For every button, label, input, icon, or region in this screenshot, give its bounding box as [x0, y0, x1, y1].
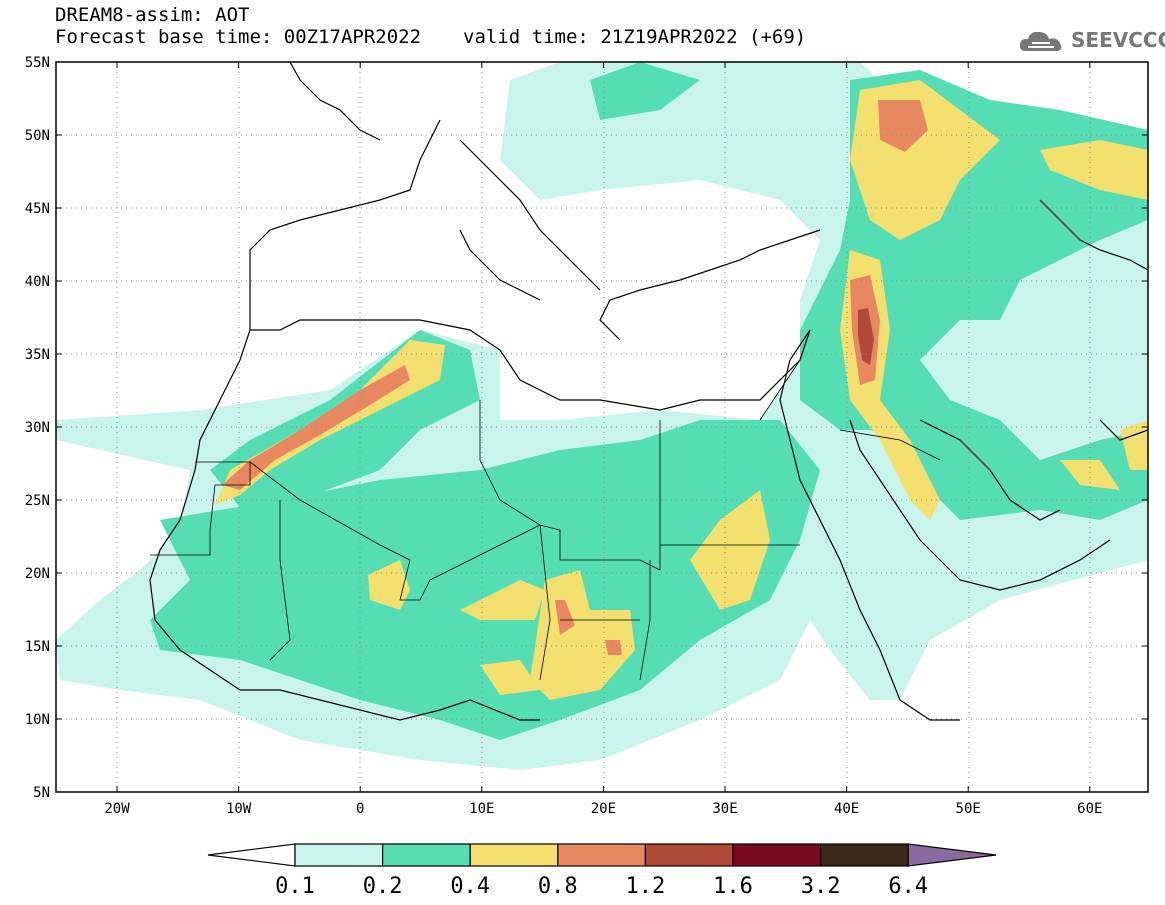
lon-label: 0 [356, 801, 364, 817]
lon-label: 20W [104, 801, 130, 817]
lat-label: 50N [25, 128, 50, 144]
seevccc-logo: SEEVCCC [1018, 27, 1165, 55]
colorbar-label: 1.2 [626, 874, 666, 899]
lon-label: 40E [834, 801, 859, 817]
lat-label: 20N [25, 566, 50, 582]
colorbar-label: 1.6 [713, 874, 753, 899]
logo-text: SEEVCCC [1071, 28, 1165, 52]
colorbar-bin [819, 843, 909, 867]
lat-label: 35N [25, 347, 50, 363]
colorbar-label: 0.1 [275, 874, 315, 899]
colorbar-lower-arrow [207, 843, 296, 867]
latitude-axis: 55N 50N 45N 40N 35N 30N 25N 20N 15N 10N 5N [25, 55, 1148, 801]
valid-time: valid time: 21Z19APR2022 (+69) [463, 26, 807, 48]
lon-label: 30E [712, 801, 737, 817]
longitude-axis: 20W 10W 0 10E 20E 30E 40E 50E 60E [104, 62, 1102, 817]
lat-label: 25N [25, 493, 50, 509]
forecast-times: Forecast base time: 00Z17APR2022 valid ti… [55, 26, 806, 48]
lat-label: 45N [25, 201, 50, 217]
colorbar-label: 0.4 [450, 874, 490, 899]
lon-label: 20E [591, 801, 616, 817]
cloud-icon [1019, 31, 1062, 51]
lat-label: 40N [25, 274, 50, 290]
map-title: DREAM8-assim: AOT [55, 4, 250, 26]
grid-lines [56, 62, 1148, 792]
base-time: Forecast base time: 00Z17APR2022 [55, 26, 422, 48]
colorbar-bin [382, 843, 471, 867]
lon-label: 10W [226, 801, 252, 817]
colorbar-label: 3.2 [801, 874, 841, 899]
aot-field [56, 62, 1148, 792]
colorbar-label: 0.8 [538, 874, 578, 899]
lat-label: 5N [33, 785, 50, 801]
lat-label: 10N [25, 712, 50, 728]
coastlines [149, 62, 1148, 721]
colorbar-label: 0.2 [363, 874, 403, 899]
colorbar-bin [469, 843, 559, 867]
colorbar-label: 6.4 [888, 874, 928, 899]
lat-label: 30N [25, 420, 50, 436]
colorbar-bin [294, 843, 384, 867]
lat-label: 15N [25, 639, 50, 655]
colorbar-bin [644, 843, 734, 867]
colorbar-bin [557, 843, 646, 867]
colorbar-upper-arrow [907, 843, 997, 867]
lat-label: 55N [25, 55, 50, 71]
colorbar: 0.1 0.2 0.4 0.8 1.2 1.6 3.2 6.4 [207, 843, 997, 899]
lon-label: 10E [469, 801, 494, 817]
colorbar-bin [732, 843, 822, 867]
country-borders [150, 359, 941, 681]
lon-label: 50E [956, 801, 981, 817]
aot-level-1.2 [858, 308, 874, 365]
lon-label: 60E [1077, 801, 1102, 817]
